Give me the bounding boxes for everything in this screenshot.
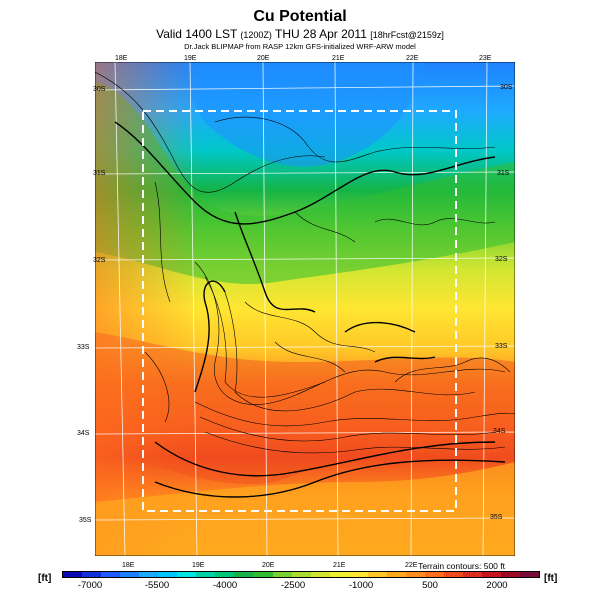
colorbar-swatch <box>462 572 483 577</box>
colorbar-swatch <box>177 572 197 577</box>
colorbar-swatch <box>101 572 121 577</box>
valid-date: THU 28 Apr 2011 <box>275 27 367 41</box>
lon-label-top: 22E <box>406 55 419 62</box>
lat-label-left: 31S <box>93 170 106 177</box>
lat-label-left: 35S <box>79 517 92 524</box>
lat-label-right: 30S <box>500 84 513 91</box>
lat-label-left: 30S <box>93 86 106 93</box>
lat-label-right: 31S <box>497 170 510 177</box>
colorbar-tick: -7000 <box>77 580 103 591</box>
lon-label-bottom: 18E <box>122 562 135 569</box>
lat-label-left: 32S <box>93 257 106 264</box>
lon-label-top: 21E <box>332 55 345 62</box>
valid-time: Valid 1400 LST <box>156 27 238 41</box>
graticule <box>94 61 516 557</box>
lon-label-bottom: 22E <box>405 562 418 569</box>
unit-label-right: [ft] <box>544 573 558 584</box>
thin-contours <box>94 71 516 454</box>
colorbar-swatch <box>291 572 311 577</box>
colorbar-swatch <box>196 572 216 577</box>
lat-label-left: 34S <box>77 430 90 437</box>
colorbar-tick: -1000 <box>348 580 374 591</box>
cu-potential-map <box>94 61 516 557</box>
colorbar <box>62 571 540 578</box>
colorbar-swatch <box>424 572 444 577</box>
unit-label-left: [ft] <box>38 573 52 584</box>
lon-label-top: 20E <box>257 55 270 62</box>
lat-label-left: 33S <box>77 344 90 351</box>
lon-label-top: 19E <box>184 55 197 62</box>
colorbar-swatch <box>82 572 102 577</box>
chart-subtitle: Valid 1400 LST (1200Z) THU 28 Apr 2011 [… <box>0 27 600 41</box>
colorbar-tick: -4000 <box>212 580 238 591</box>
colorbar-swatch <box>63 572 83 577</box>
inner-domain-box <box>142 110 457 512</box>
utc-code: (1200Z) <box>240 30 272 40</box>
colorbar-tick: -5500 <box>144 580 170 591</box>
ocean-south <box>95 462 515 556</box>
colorbar-swatch <box>501 572 521 577</box>
colorbar-swatch <box>367 572 387 577</box>
colorbar-swatch <box>310 572 330 577</box>
chart-title: Cu Potential <box>253 8 347 25</box>
colorbar-swatch <box>120 572 140 577</box>
forecast-info: [18hrFcst@2159z] <box>370 30 444 40</box>
lon-label-bottom: 19E <box>192 562 205 569</box>
colorbar-swatch <box>215 572 235 577</box>
lat-label-right: 35S <box>490 514 503 521</box>
lon-label-bottom: 21E <box>333 562 346 569</box>
lat-label-right: 32S <box>495 256 508 263</box>
colorbar-swatch <box>139 572 159 577</box>
colorbar-swatch <box>443 572 463 577</box>
colorbar-swatch <box>482 572 502 577</box>
colorbar-swatch <box>386 572 406 577</box>
colorbar-tick: 500 <box>422 580 438 591</box>
colorbar-swatch <box>329 572 349 577</box>
terrain-contour-note: Terrain contours: 500 ft <box>418 561 505 571</box>
colorbar-swatch <box>253 572 273 577</box>
colorbar-swatch <box>158 572 178 577</box>
colorbar-swatch <box>405 572 425 577</box>
colorbar-swatch <box>520 572 540 577</box>
lon-label-top: 18E <box>115 55 128 62</box>
colorbar-tick: 2000 <box>486 580 508 591</box>
colorbar-tick: -2500 <box>280 580 306 591</box>
colorbar-swatch <box>272 572 292 577</box>
map-svg <box>94 61 516 557</box>
colorbar-swatch <box>234 572 254 577</box>
lat-label-right: 33S <box>495 343 508 350</box>
thick-contours <box>114 121 506 498</box>
lon-label-bottom: 20E <box>262 562 275 569</box>
lon-label-top: 23E <box>479 55 492 62</box>
colorbar-swatch <box>348 572 368 577</box>
lat-label-right: 34S <box>493 428 506 435</box>
model-credit: Dr.Jack BLIPMAP from RASP 12km GFS-initi… <box>184 42 416 51</box>
